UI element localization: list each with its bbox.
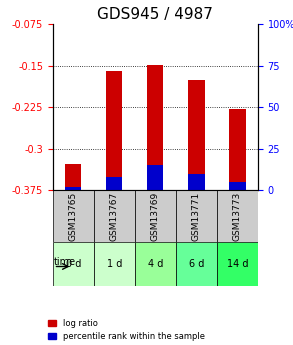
- FancyBboxPatch shape: [94, 190, 135, 242]
- Bar: [188, 80, 205, 190]
- FancyBboxPatch shape: [94, 242, 135, 286]
- Bar: [147, 165, 163, 190]
- Text: GSM13767: GSM13767: [110, 191, 119, 241]
- Legend: log ratio, percentile rank within the sample: log ratio, percentile rank within the sa…: [48, 319, 205, 341]
- FancyBboxPatch shape: [217, 190, 258, 242]
- Text: 4 d: 4 d: [148, 259, 163, 269]
- FancyBboxPatch shape: [53, 242, 94, 286]
- FancyBboxPatch shape: [135, 242, 176, 286]
- Text: 14 d: 14 d: [226, 259, 248, 269]
- Text: GSM13769: GSM13769: [151, 191, 160, 241]
- Bar: [106, 177, 122, 190]
- FancyBboxPatch shape: [176, 242, 217, 286]
- Text: GSM13765: GSM13765: [69, 191, 78, 241]
- Bar: [229, 109, 246, 190]
- FancyBboxPatch shape: [217, 242, 258, 286]
- Text: GSM13771: GSM13771: [192, 191, 201, 241]
- Bar: [65, 164, 81, 190]
- Bar: [147, 65, 163, 190]
- Title: GDS945 / 4987: GDS945 / 4987: [97, 7, 213, 22]
- Text: 0 d: 0 d: [66, 259, 81, 269]
- Bar: [65, 187, 81, 190]
- Text: time: time: [54, 257, 76, 267]
- Bar: [106, 71, 122, 190]
- Text: GSM13773: GSM13773: [233, 191, 242, 241]
- Text: 6 d: 6 d: [189, 259, 204, 269]
- FancyBboxPatch shape: [135, 190, 176, 242]
- Bar: [229, 182, 246, 190]
- Bar: [188, 174, 205, 190]
- Text: 1 d: 1 d: [107, 259, 122, 269]
- FancyBboxPatch shape: [176, 190, 217, 242]
- FancyBboxPatch shape: [53, 190, 94, 242]
